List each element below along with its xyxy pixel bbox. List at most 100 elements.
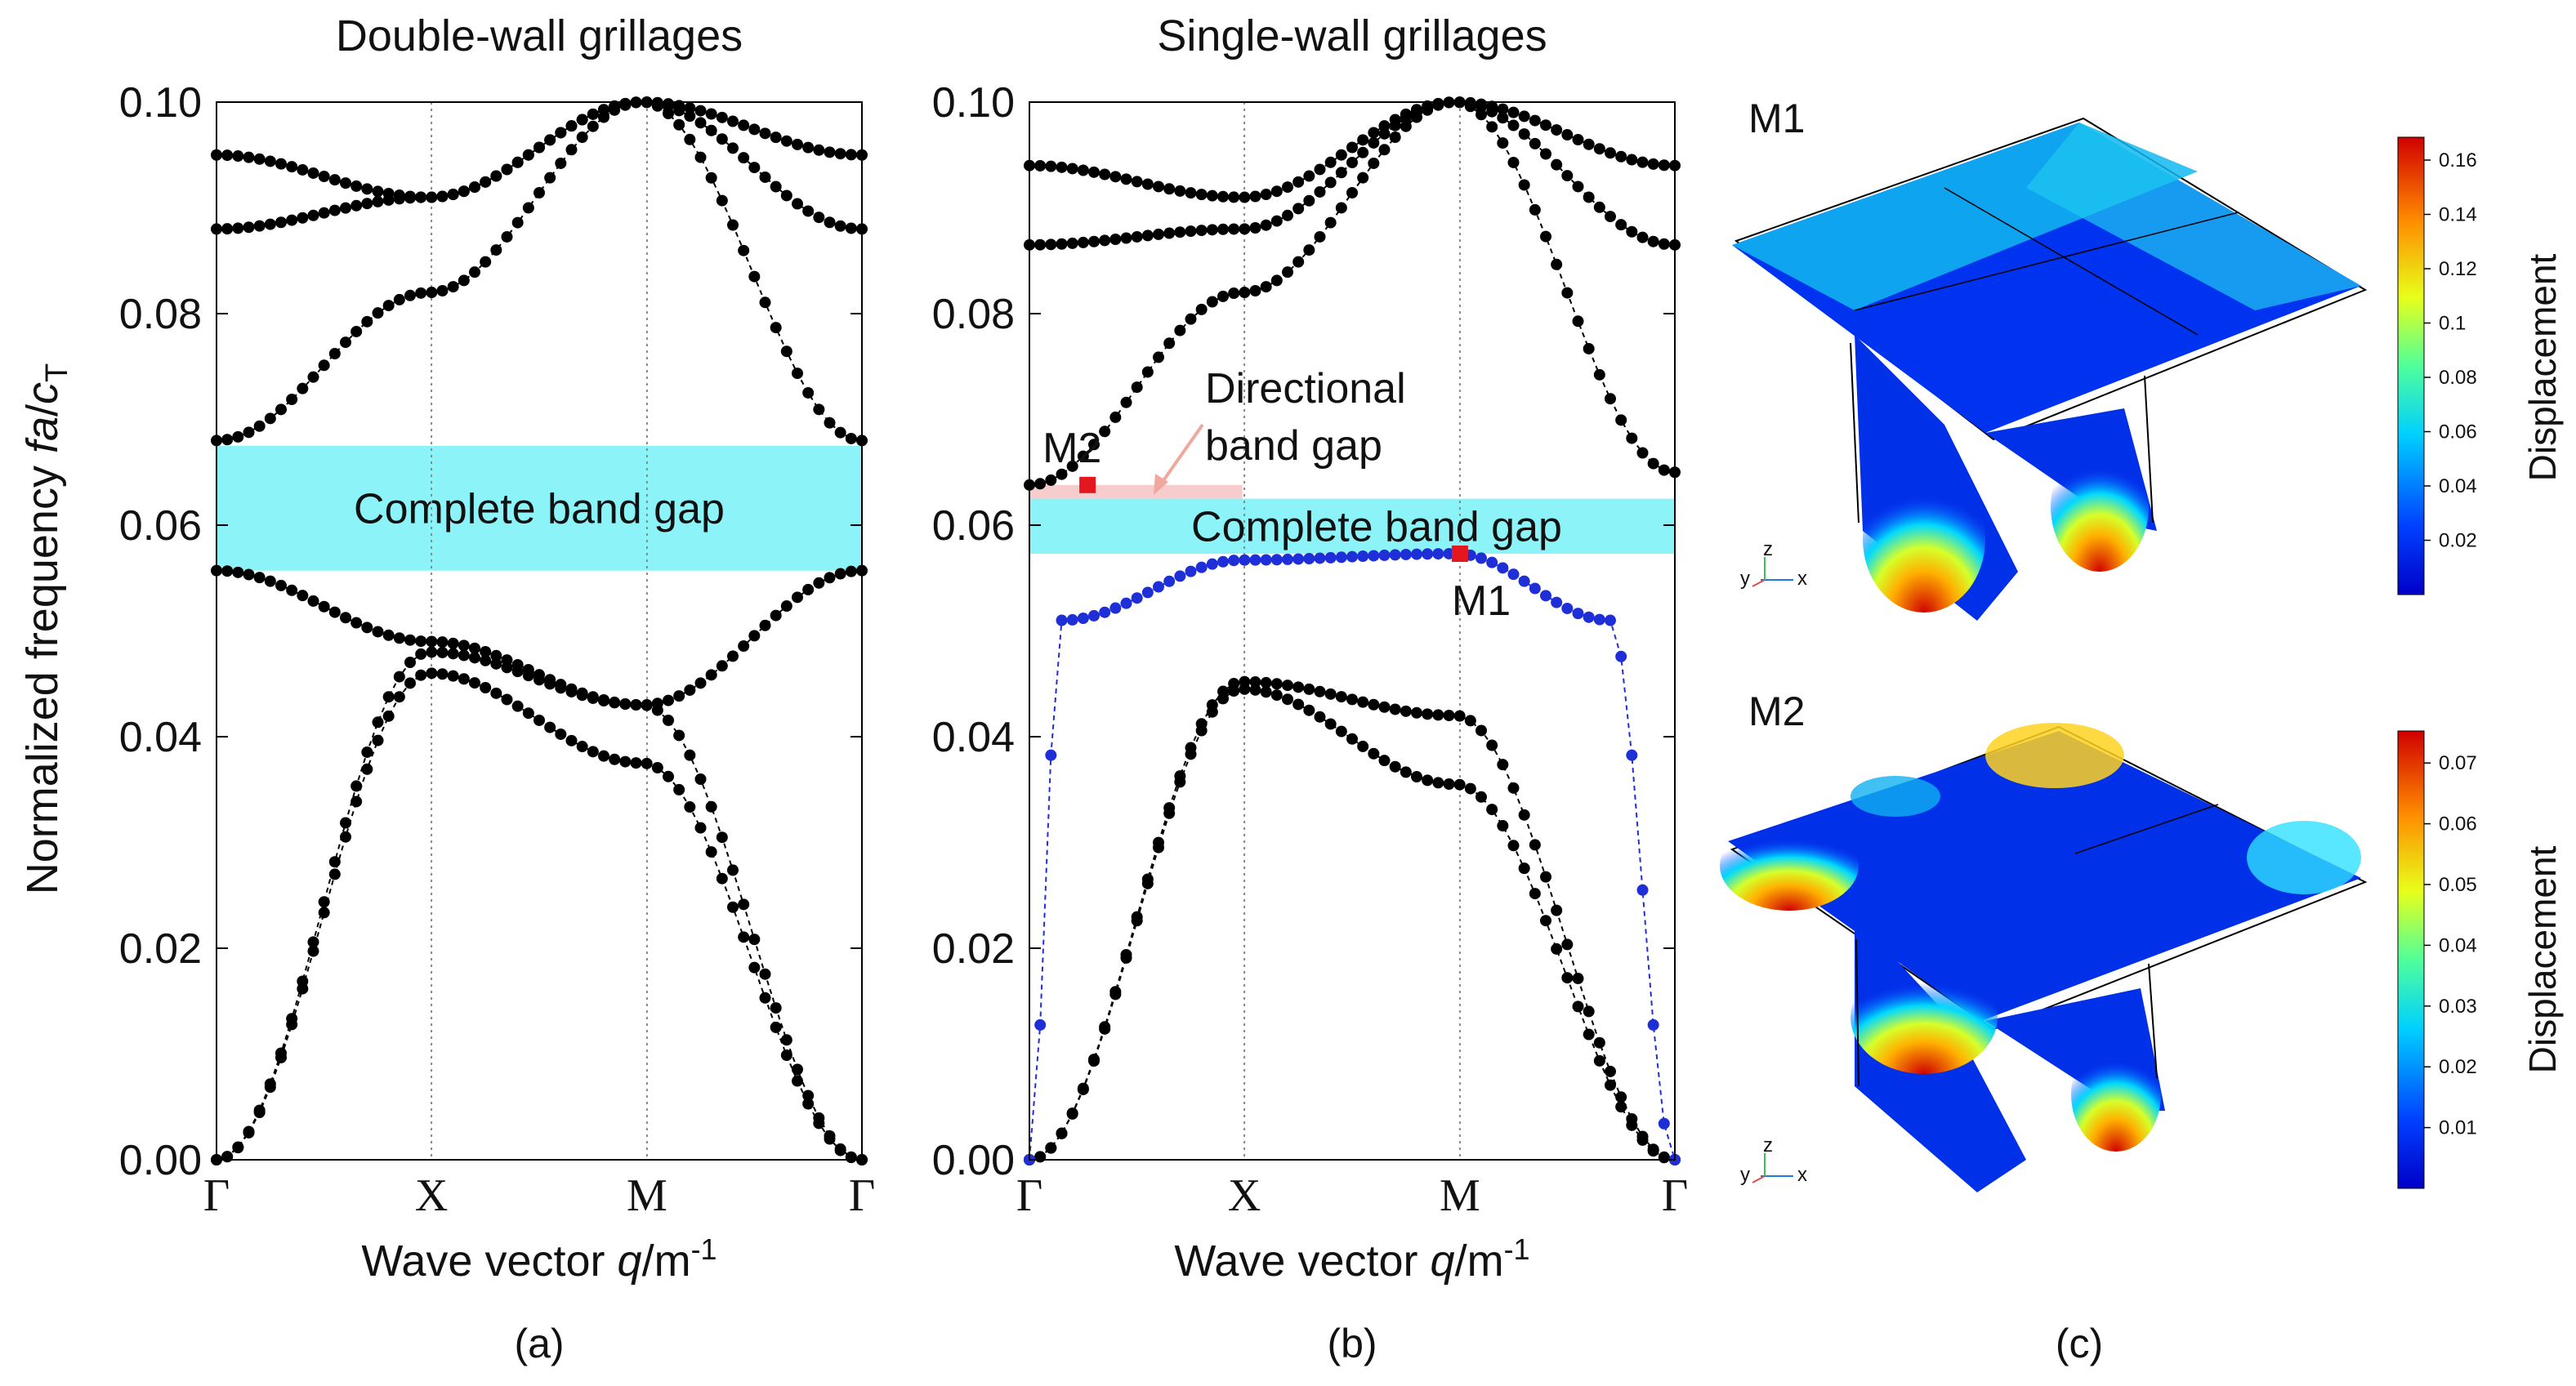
b-band-5-point [1141, 230, 1154, 242]
a-band-3-point [393, 632, 405, 644]
a-band-1-point [780, 1050, 792, 1062]
a-band-4-point [705, 172, 717, 184]
a-band-5-point [770, 180, 782, 193]
b-band-2-point [1324, 688, 1337, 700]
b-band-5-point [1195, 225, 1208, 237]
a-band-6-point [243, 151, 255, 163]
b-band-5-point [1099, 234, 1111, 247]
b-band-2-point [1282, 680, 1293, 692]
b-band-2-point [1195, 718, 1208, 730]
a-band-4-point [458, 274, 470, 287]
b-band-2-point [1217, 685, 1229, 697]
b-band-5-point [1056, 238, 1068, 250]
a-band-2-point [297, 975, 309, 987]
a-band-2-point [759, 968, 771, 980]
b-band-4-point [1335, 202, 1347, 214]
b-band-2-point [1045, 1142, 1057, 1154]
a-band-1-point [727, 901, 739, 913]
b-band-2-point [1411, 706, 1422, 719]
b-ytick-label: 0.10 [932, 79, 1015, 127]
b-band-5-point [1518, 128, 1530, 140]
b-band-1-point [1615, 1101, 1627, 1113]
a-band-4-point [759, 296, 771, 309]
a-band-2-point [328, 856, 341, 868]
a-band-6-point [253, 153, 266, 165]
chart-b-directional-label-1: Directional [1205, 365, 1406, 412]
a-band-1-point [307, 945, 319, 957]
b-band-6-point [1422, 100, 1434, 112]
a-band-3-point [253, 572, 266, 584]
marker-m2-label: M2 [1042, 425, 1101, 472]
b-band-2-point [1378, 701, 1391, 713]
colorbar-tick-label: 0.04 [2439, 934, 2477, 956]
chart-a-xlabel: Wave vector q/m-1 [361, 1232, 717, 1286]
a-band-3-point [286, 584, 298, 596]
a-band-5-point [350, 199, 363, 212]
chart-b-directional-arrowhead [1154, 474, 1168, 495]
b-band-2-point [1464, 715, 1476, 727]
a-band-6-point [426, 191, 438, 203]
a-band-3-point [619, 697, 632, 710]
b-band-2-point [1174, 770, 1186, 782]
chart-b-complete-gap-label: Complete band gap [1191, 503, 1562, 550]
a-band-1-point [748, 961, 761, 974]
b-band-5-point [1185, 225, 1197, 238]
a-band-6-point [264, 155, 276, 167]
b-band-4-point [1292, 256, 1305, 268]
b-band-3-blue-point [1153, 581, 1164, 593]
b-band-3-blue-point [1658, 1117, 1670, 1130]
a-band-5-point [694, 117, 707, 129]
b-band-5-point [1551, 158, 1563, 171]
a-xtick-label: Γ [849, 1170, 875, 1221]
b-band-2-point [1400, 705, 1412, 717]
mode-m2-label: M2 [1748, 689, 1805, 734]
a-band-2-point [727, 864, 739, 876]
b-band-5-point [1572, 180, 1584, 193]
colorbar-tick-label: 0.12 [2439, 258, 2477, 280]
b-band-2-point [1572, 973, 1584, 985]
b-band-5-point [1324, 176, 1337, 189]
b-band-1-line [1029, 688, 1676, 1161]
b-band-3-blue-point [1109, 602, 1122, 614]
a-band-3-point [264, 575, 276, 587]
b-band-6-point [1131, 176, 1143, 188]
colorbar-tick-label: 0.16 [2439, 149, 2477, 172]
a-band-1-point [490, 687, 502, 699]
b-band-2-point [1088, 1054, 1100, 1066]
b-band-3-blue-point [1593, 613, 1605, 626]
a-band-4-point [275, 403, 287, 416]
b-band-3-blue-point [1486, 556, 1498, 568]
a-band-4-point [834, 426, 846, 439]
b-band-2-point [1551, 904, 1563, 916]
a-band-2-point [350, 780, 363, 792]
a-band-3-point [436, 636, 449, 648]
a-band-6-point [727, 115, 739, 127]
a-band-2-point [458, 649, 470, 662]
a-band-6-point [555, 127, 567, 139]
b-band-2-point [1561, 938, 1574, 951]
b-ytick-label: 0.06 [932, 502, 1015, 550]
a-ytick-label: 0.06 [119, 502, 202, 550]
a-band-6-point [792, 138, 803, 150]
a-ytick-label: 0.08 [119, 291, 202, 338]
a-band-1-point [673, 783, 685, 796]
b-band-5-point [1605, 211, 1616, 223]
b-band-4-point [1303, 244, 1315, 256]
b-band-3-blue-point [1357, 550, 1369, 563]
a-band-2-point [813, 1112, 825, 1124]
b-band-4-point [1141, 366, 1154, 378]
b-band-1-point [1292, 698, 1305, 711]
b-band-1-point [1422, 774, 1434, 787]
a-band-1-point [738, 931, 750, 943]
b-band-5-point [1034, 238, 1047, 251]
a-band-3-point [501, 654, 513, 666]
b-band-3-blue-point [1260, 554, 1272, 566]
b-band-6-point [1239, 191, 1251, 203]
b-band-1-point [1314, 711, 1326, 723]
b-band-6-point [1540, 119, 1551, 131]
b-band-4-point [1174, 324, 1186, 336]
a-band-1-point [705, 846, 717, 858]
b-band-4-point [1034, 478, 1047, 490]
a-band-6-point [845, 149, 857, 161]
b-band-6-point [1389, 114, 1401, 126]
